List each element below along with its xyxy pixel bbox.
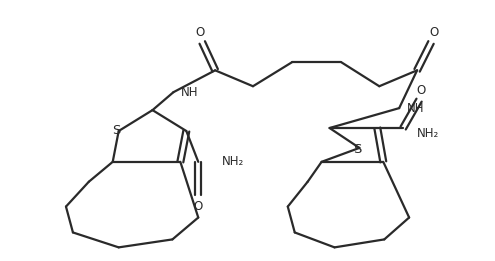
Text: S: S (112, 123, 121, 137)
Text: NH: NH (407, 102, 425, 115)
Text: O: O (429, 26, 439, 39)
Text: NH₂: NH₂ (222, 155, 245, 168)
Text: NH₂: NH₂ (417, 127, 440, 140)
Text: O: O (416, 84, 426, 97)
Text: NH: NH (181, 86, 199, 99)
Text: O: O (194, 200, 203, 213)
Text: O: O (196, 26, 205, 39)
Text: S: S (353, 143, 362, 156)
